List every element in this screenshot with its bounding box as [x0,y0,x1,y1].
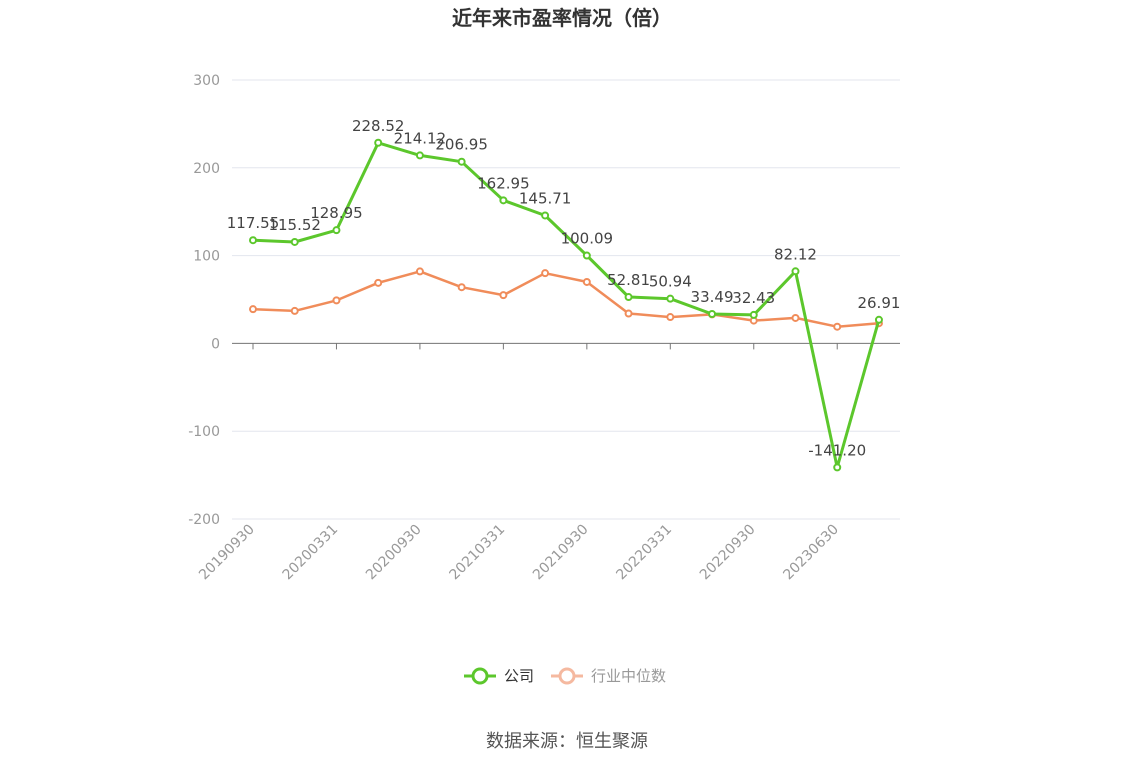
data-label-company: 162.95 [477,174,530,192]
data-point-company[interactable] [415,151,424,160]
data-label-company: 214.12 [394,129,447,147]
legend-item-company[interactable]: 公司 [464,667,534,685]
data-label-company: 100.09 [561,230,614,248]
data-label-company: 32.43 [732,289,775,307]
x-tick-label: 20230630 [780,522,842,584]
legend[interactable]: 公司 行业中位数 [464,667,666,685]
chart-title: 近年来市盈率情况（倍） [452,6,672,30]
data-point-company[interactable] [374,138,383,147]
y-tick-label: 100 [193,249,220,265]
x-tick-label: 20200930 [363,522,425,584]
data-label-company: 206.95 [435,136,488,154]
series-line-company [252,141,881,469]
data-point-industry-median[interactable] [666,313,675,322]
series-line-industry-median [252,270,880,328]
data-point-industry-median[interactable] [457,283,466,292]
y-tick-label: 0 [211,336,220,352]
x-axis: 20190930 20200331 20200930 20210331 20210930… [196,342,900,584]
data-label-company: 82.12 [774,245,817,263]
series-lines [249,138,883,472]
data-point-industry-median[interactable] [791,313,800,322]
data-source: 数据来源：恒生聚源 [486,731,648,752]
data-point-company[interactable] [874,315,883,324]
y-tick-label: -100 [188,424,220,440]
data-point-industry-median[interactable] [415,267,424,276]
data-point-company[interactable] [749,310,758,319]
y-tick-label: 200 [193,161,220,177]
legend-label-industry-median: 行业中位数 [591,667,666,685]
data-point-company[interactable] [541,211,550,220]
y-tick-label: 300 [193,73,220,89]
x-tick-label: 20220331 [613,522,675,584]
data-label-company: 115.52 [268,216,321,234]
data-point-industry-median[interactable] [332,296,341,305]
data-label-company: 128.95 [310,204,363,222]
x-tick-label: 20190930 [196,522,258,584]
data-point-industry-median[interactable] [290,306,299,315]
data-label-company: -141.20 [808,441,866,459]
data-point-company[interactable] [499,196,508,205]
y-tick-label: -200 [188,512,220,528]
data-label-company: 50.94 [649,273,692,291]
data-point-company[interactable] [833,463,842,472]
x-tick-label: 20210930 [530,522,592,584]
data-point-industry-median[interactable] [833,322,842,331]
y-axis-ticks: 300 200 100 0 -100 -200 [188,73,220,528]
data-point-company[interactable] [582,251,591,260]
data-point-company[interactable] [624,293,633,302]
x-tick-label: 20200331 [280,522,342,584]
data-label-company: 33.49 [691,288,734,306]
data-point-company[interactable] [791,267,800,276]
data-point-company[interactable] [457,157,466,166]
legend-label-company: 公司 [504,667,534,685]
data-label-company: 52.81 [607,271,650,289]
grid-lines [232,79,900,520]
data-point-industry-median[interactable] [499,291,508,300]
data-label-company: 145.71 [519,189,572,207]
data-point-company[interactable] [708,309,717,318]
legend-marker-industry-median [558,667,576,685]
data-point-company[interactable] [249,236,257,245]
legend-item-industry-median[interactable]: 行业中位数 [551,667,666,685]
data-point-industry-median[interactable] [249,305,257,314]
data-point-company[interactable] [666,294,675,303]
data-point-company[interactable] [290,237,299,246]
data-label-company: 26.91 [857,294,900,312]
data-point-company[interactable] [332,226,341,235]
data-point-industry-median[interactable] [582,277,591,286]
legend-marker-company [471,667,489,685]
x-tick-label: 20210331 [447,522,509,584]
data-label-company: 117.55 [227,214,280,232]
data-point-industry-median[interactable] [374,278,383,287]
data-label-company: 228.52 [352,117,405,135]
data-point-industry-median[interactable] [624,309,633,318]
data-point-industry-median[interactable] [541,269,550,278]
x-tick-label: 20220930 [697,522,759,584]
